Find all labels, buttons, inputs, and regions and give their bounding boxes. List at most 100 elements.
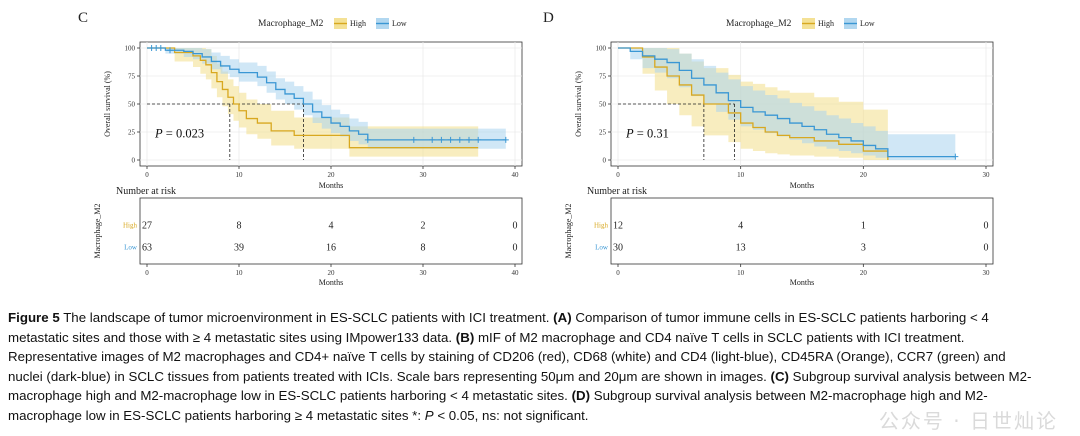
risk-count: 39 — [234, 243, 244, 254]
censor-mark — [364, 136, 371, 143]
x-axis-label: Months — [319, 181, 343, 190]
censor-mark — [429, 136, 436, 143]
p-value: P = 0.023 — [154, 127, 204, 141]
p-value-number: = 0.023 — [163, 127, 204, 141]
risk-x-tick-label: 0 — [145, 269, 149, 277]
legend-title: Macrophage_M2 — [726, 19, 792, 29]
risk-count: 8 — [237, 221, 242, 232]
caption-mark-a: (A) — [553, 310, 572, 325]
risk-group-label-high: High — [123, 222, 138, 230]
censor-mark — [157, 45, 164, 51]
figure-label: Figure 5 — [8, 310, 60, 325]
figure-caption: Figure 5 The landscape of tumor microenv… — [8, 308, 1072, 425]
caption-line-5: macrophage high and M2-macrophage low in… — [8, 386, 1072, 406]
p-value-symbol: P — [625, 127, 634, 141]
caption-text-2: Comparison of tumor immune cells in ES-S… — [571, 310, 989, 325]
risk-count: 63 — [142, 243, 152, 254]
y-tick-label: 0 — [603, 157, 607, 165]
caption-mark-b: (B) — [455, 329, 475, 345]
x-tick-label: 0 — [145, 171, 149, 179]
x-axis-label: Months — [790, 181, 814, 190]
caption-line-4: nuclei (dark-blue) in SCLC tissues from … — [8, 367, 1072, 387]
risk-count: 27 — [142, 221, 152, 232]
legend: Macrophage_M2 High Low — [258, 18, 407, 29]
caption-line-1: Figure 5 The landscape of tumor microenv… — [8, 308, 1072, 328]
x-tick-label: 30 — [420, 171, 428, 179]
y-tick-label: 100 — [125, 45, 136, 53]
censor-mark — [475, 136, 482, 143]
ci-band-low — [147, 48, 506, 149]
risk-table-title: Number at risk — [116, 186, 176, 197]
y-tick-label: 50 — [128, 101, 136, 109]
caption-mark-c: (C) — [770, 368, 789, 384]
x-tick-label: 30 — [983, 171, 991, 179]
legend-label-high: High — [818, 19, 834, 28]
risk-group-label-low: Low — [124, 244, 138, 252]
y-tick-label: 75 — [599, 73, 607, 81]
risk-x-axis-label: Months — [790, 278, 814, 287]
risk-x-axis-label: Months — [319, 278, 343, 287]
risk-table-area — [610, 197, 994, 265]
risk-count: 1 — [861, 221, 866, 232]
y-tick-label: 100 — [596, 45, 607, 53]
km-curve-low — [147, 47, 506, 141]
caption-p-italic: P — [424, 407, 434, 423]
legend-title: Macrophage_M2 — [258, 19, 324, 29]
km-curve-high — [618, 47, 889, 160]
caption-text-6: < 0.05, ns: not significant. — [433, 407, 589, 423]
risk-x-tick-label: 20 — [328, 269, 336, 277]
y-axis-label: Overall survival (%) — [103, 71, 112, 137]
censor-mark — [456, 136, 463, 143]
y-tick-label: 25 — [599, 129, 607, 137]
km-curve-low — [618, 47, 956, 158]
risk-count: 13 — [736, 243, 746, 254]
risk-count: 4 — [329, 221, 334, 232]
legend-label-low: Low — [392, 19, 407, 28]
risk-group-label-low: Low — [595, 244, 609, 252]
p-value-number: = 0.31 — [634, 127, 669, 141]
p-value-symbol: P — [154, 127, 163, 141]
risk-x-tick-label: 10 — [737, 269, 745, 277]
risk-y-axis-label: Macrophage_M2 — [564, 203, 573, 258]
censor-mark — [438, 136, 445, 143]
y-axis-label: Overall survival (%) — [574, 71, 583, 137]
y-tick-label: 75 — [128, 73, 136, 81]
legend: Macrophage_M2 High Low — [726, 18, 875, 29]
censor-mark — [502, 136, 509, 143]
risk-x-tick-label: 30 — [983, 269, 991, 277]
censor-mark — [167, 47, 173, 54]
risk-x-tick-label: 40 — [512, 269, 520, 277]
caption-text-line-6: macrophage low in ES-SCLC patients harbo… — [8, 407, 425, 423]
y-tick-label: 50 — [599, 101, 607, 109]
risk-table-area — [139, 197, 523, 265]
risk-y-axis-label: Macrophage_M2 — [93, 203, 102, 258]
risk-table-title: Number at risk — [587, 186, 647, 197]
risk-count: 8 — [421, 243, 426, 254]
risk-count: 0 — [513, 221, 518, 232]
risk-count: 4 — [738, 221, 743, 232]
p-value: P = 0.31 — [625, 127, 669, 141]
risk-group-label-high: High — [594, 222, 609, 230]
km-curve-high — [147, 47, 479, 149]
legend-label-low: Low — [860, 19, 875, 28]
risk-x-tick-label: 0 — [616, 269, 620, 277]
x-tick-label: 10 — [737, 171, 745, 179]
risk-count: 0 — [513, 243, 518, 254]
caption-line-6: macrophage low in ES-SCLC patients harbo… — [8, 406, 1072, 426]
risk-count: 30 — [613, 243, 623, 254]
panel-letter: C — [78, 10, 88, 26]
ci-band-low — [618, 48, 956, 160]
censor-mark — [952, 153, 959, 160]
x-tick-label: 20 — [860, 171, 868, 179]
risk-count: 16 — [326, 243, 336, 254]
y-tick-label: 0 — [132, 157, 136, 165]
watermark: 公众号 · 日世灿论 — [878, 409, 1058, 433]
caption-text-line-2: metastatic sites and those with ≥ 4 meta… — [8, 329, 456, 345]
caption-line-3: Representative images of M2 macrophages … — [8, 347, 1072, 367]
risk-x-tick-label: 10 — [236, 269, 244, 277]
caption-text-line-5: macrophage high and M2-macrophage low in… — [8, 388, 572, 403]
x-tick-label: 10 — [236, 171, 244, 179]
x-tick-label: 20 — [328, 171, 336, 179]
